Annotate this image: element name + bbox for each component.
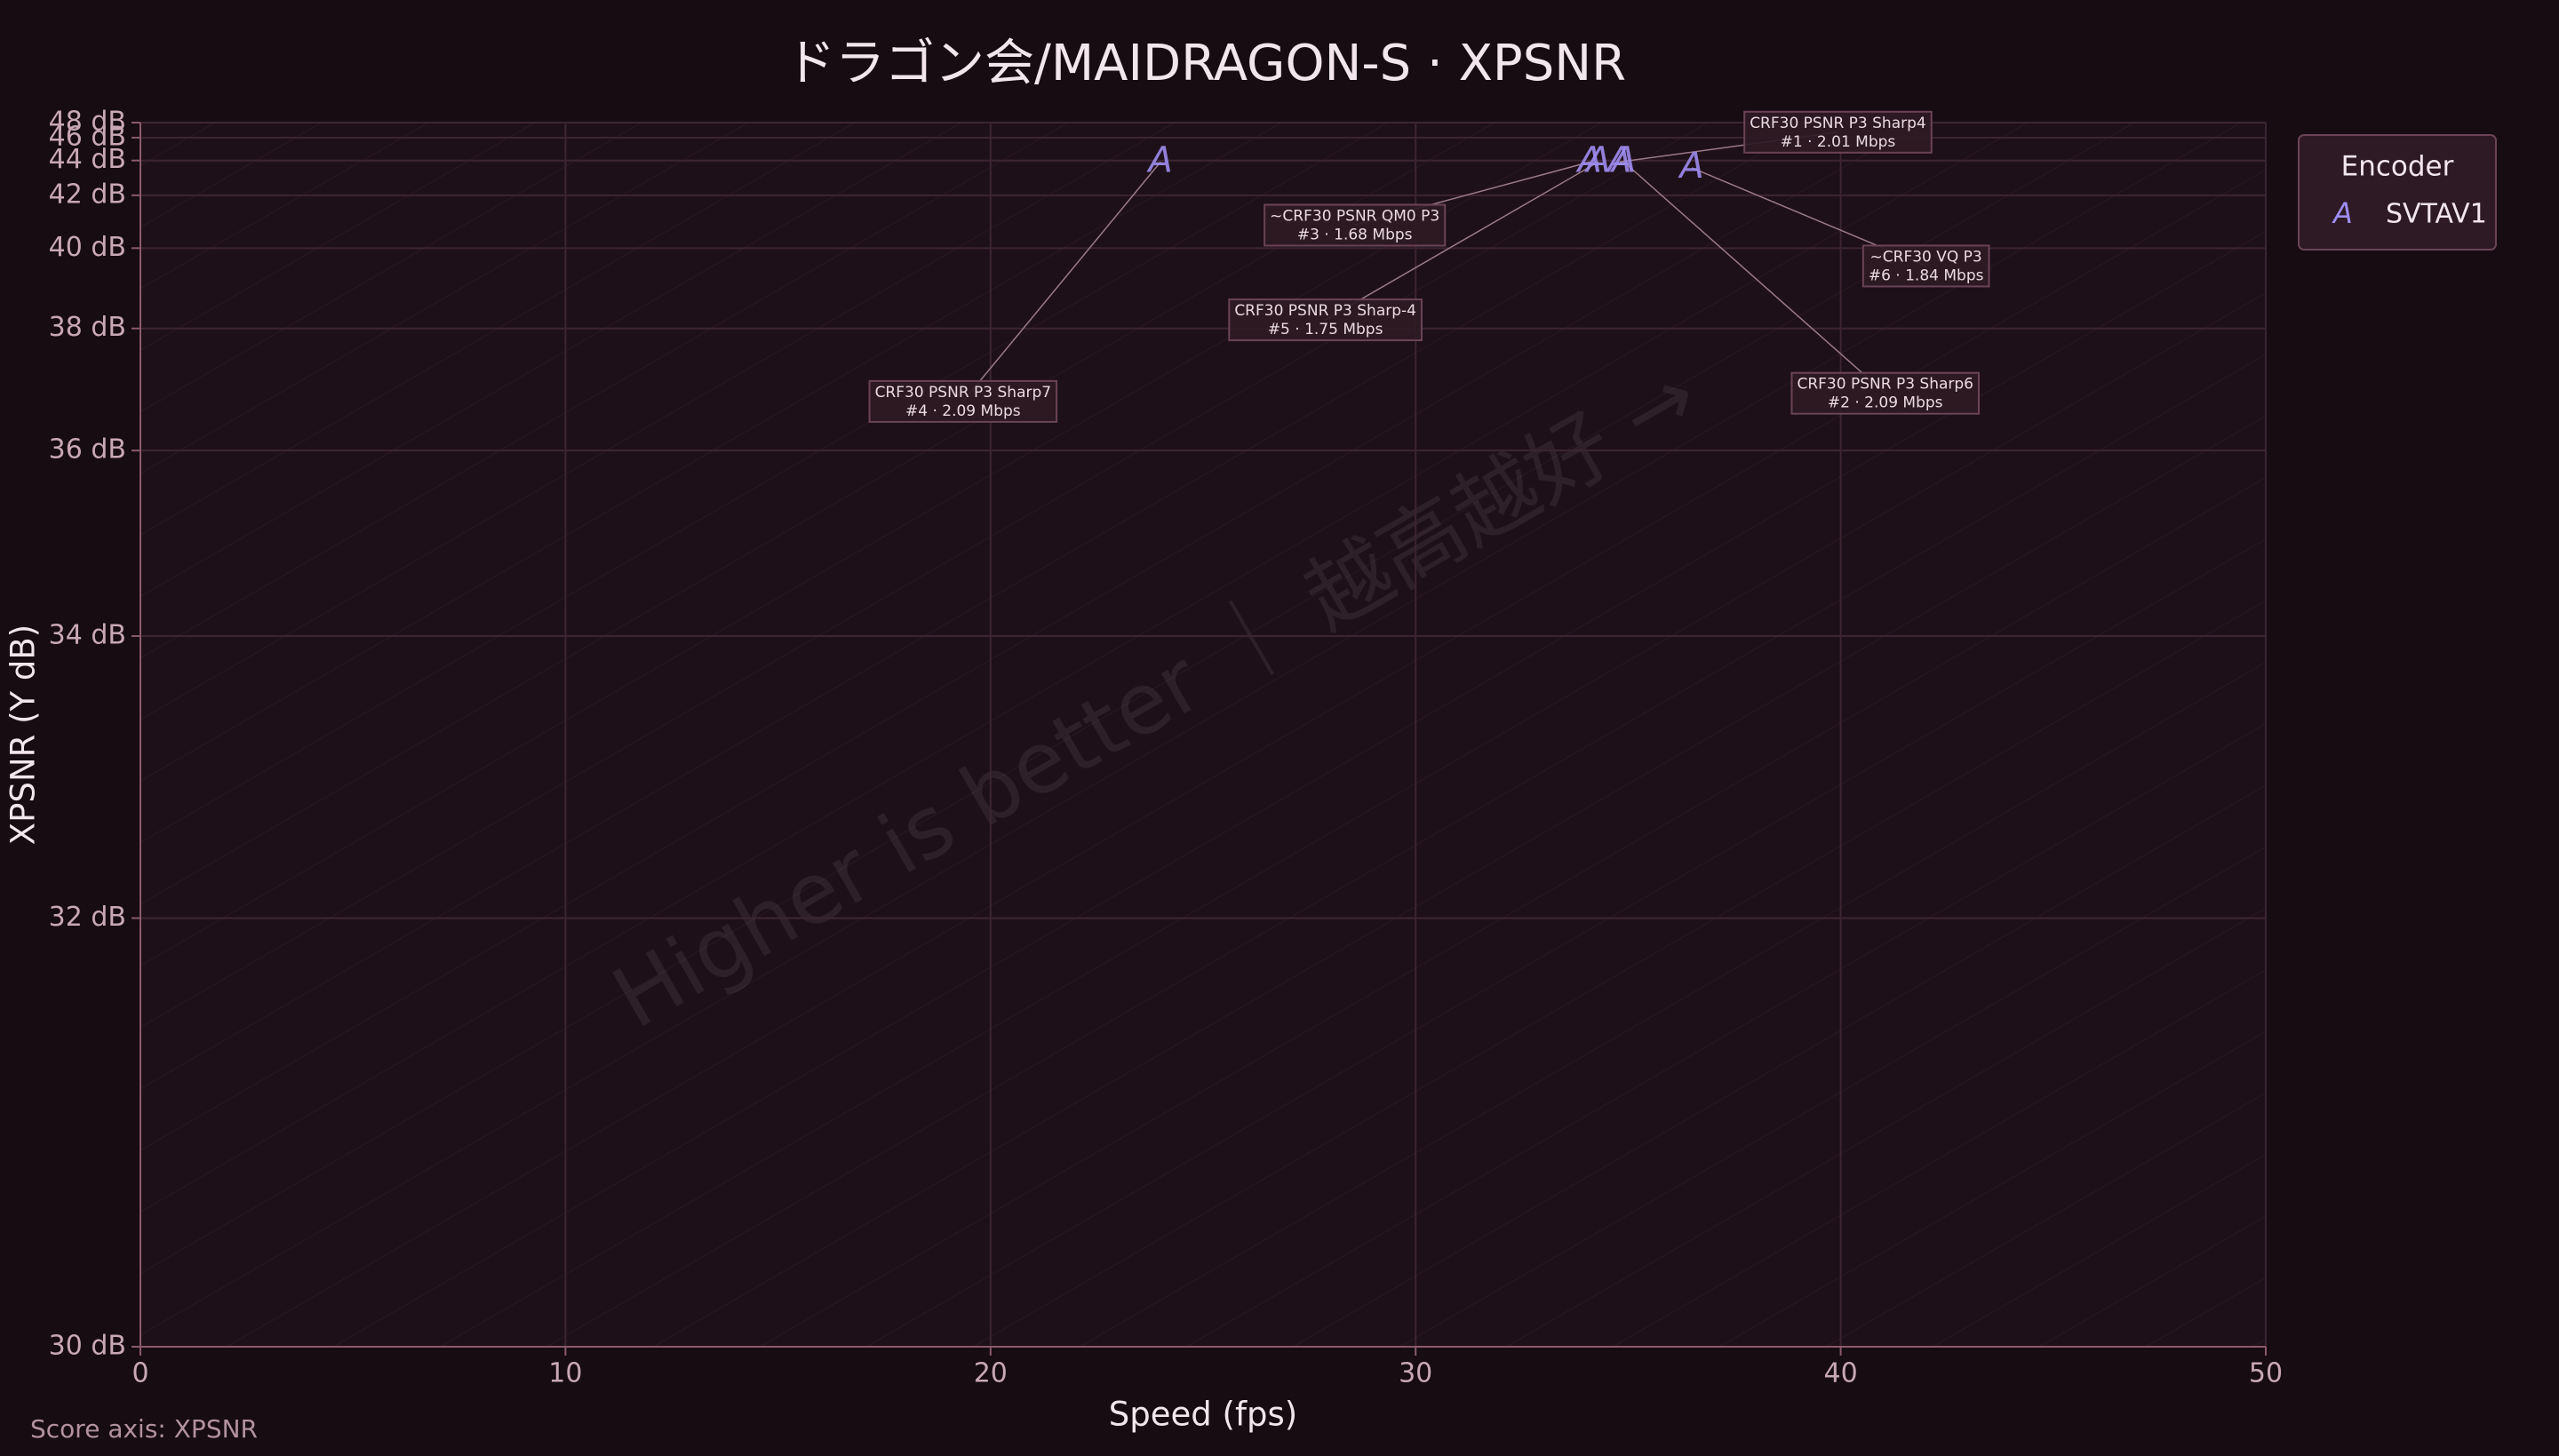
x-tick-label: 30 xyxy=(1399,1358,1432,1389)
leader-line xyxy=(1325,161,1599,321)
annotation-detail: #4 · 2.09 Mbps xyxy=(905,402,1021,420)
y-tick-label: 40 dB xyxy=(49,232,126,263)
leader-line xyxy=(962,161,1161,402)
x-tick-label: 0 xyxy=(132,1358,148,1389)
y-tick-label: 32 dB xyxy=(49,902,126,933)
chart-title: ドラゴン会/MAIDRAGON-S · XPSNR xyxy=(785,35,1626,92)
annotation-detail: #5 · 1.75 Mbps xyxy=(1268,321,1383,338)
x-axis-title: Speed (fps) xyxy=(1109,1396,1297,1434)
y-tick-label: 38 dB xyxy=(49,312,126,343)
marker: A xyxy=(1145,139,1172,180)
annotation-label: ~CRF30 VQ P3 xyxy=(1870,248,1982,266)
annotation: CRF30 PSNR P3 Sharp6#2 · 2.09 Mbps xyxy=(1790,371,1981,415)
legend-title: Encoder xyxy=(2341,151,2454,183)
legend-marker: A xyxy=(2332,196,2353,230)
marker: A xyxy=(1605,139,1631,180)
footnote: Score axis: XPSNR xyxy=(30,1414,258,1444)
leader-line xyxy=(1623,161,1886,394)
y-tick-label: 36 dB xyxy=(49,434,126,465)
x-tick-label: 20 xyxy=(974,1358,1008,1389)
y-tick-label: 46 dB xyxy=(49,121,126,152)
legend-label: SVTAV1 xyxy=(2386,199,2487,230)
annotation-label: ~CRF30 PSNR QM0 P3 xyxy=(1270,208,1439,226)
marker: A xyxy=(1575,139,1602,180)
x-tick-label: 10 xyxy=(548,1358,582,1389)
marker: A xyxy=(1609,139,1636,180)
annotation-label: CRF30 PSNR P3 Sharp-4 xyxy=(1234,302,1416,320)
annotation-box xyxy=(1228,298,1423,342)
annotation-box xyxy=(1861,244,1990,288)
annotation-detail: #3 · 1.68 Mbps xyxy=(1297,227,1413,244)
annotation-detail: #2 · 2.09 Mbps xyxy=(1828,394,1943,412)
x-tick-label: 40 xyxy=(1824,1358,1858,1389)
annotation-detail: #1 · 2.01 Mbps xyxy=(1781,133,1896,151)
annotation-detail: #6 · 1.84 Mbps xyxy=(1869,267,1984,284)
marker: A xyxy=(1677,146,1703,187)
legend-box xyxy=(2298,134,2497,251)
annotation-label: CRF30 PSNR P3 Sharp6 xyxy=(1797,376,1973,394)
x-tick-label: 50 xyxy=(2249,1358,2283,1389)
plot-hatch xyxy=(140,123,2266,1347)
annotation-label: CRF30 PSNR P3 Sharp4 xyxy=(1750,115,1926,132)
marker: A xyxy=(1583,139,1610,180)
y-tick-label: 42 dB xyxy=(49,179,126,210)
y-tick-label: 30 dB xyxy=(49,1331,126,1362)
y-tick-label: 48 dB xyxy=(49,107,126,138)
y-tick-label: 44 dB xyxy=(49,144,126,175)
annotation: ~CRF30 PSNR QM0 P3#3 · 1.68 Mbps xyxy=(1264,203,1447,247)
y-axis-title: XPSNR (Y dB) xyxy=(4,625,43,845)
annotation-box xyxy=(1264,203,1447,247)
annotation: ~CRF30 VQ P3#6 · 1.84 Mbps xyxy=(1861,244,1990,288)
annotation-box xyxy=(1790,371,1981,415)
y-tick-label: 34 dB xyxy=(49,620,126,651)
annotation-box xyxy=(868,379,1058,423)
annotation: CRF30 PSNR P3 Sharp4#1 · 2.01 Mbps xyxy=(1743,110,1933,154)
annotation: CRF30 PSNR P3 Sharp-4#5 · 1.75 Mbps xyxy=(1228,298,1423,342)
annotation: CRF30 PSNR P3 Sharp7#4 · 2.09 Mbps xyxy=(868,379,1058,423)
annotation-label: CRF30 PSNR P3 Sharp7 xyxy=(875,384,1052,402)
annotation-box xyxy=(1743,110,1933,154)
